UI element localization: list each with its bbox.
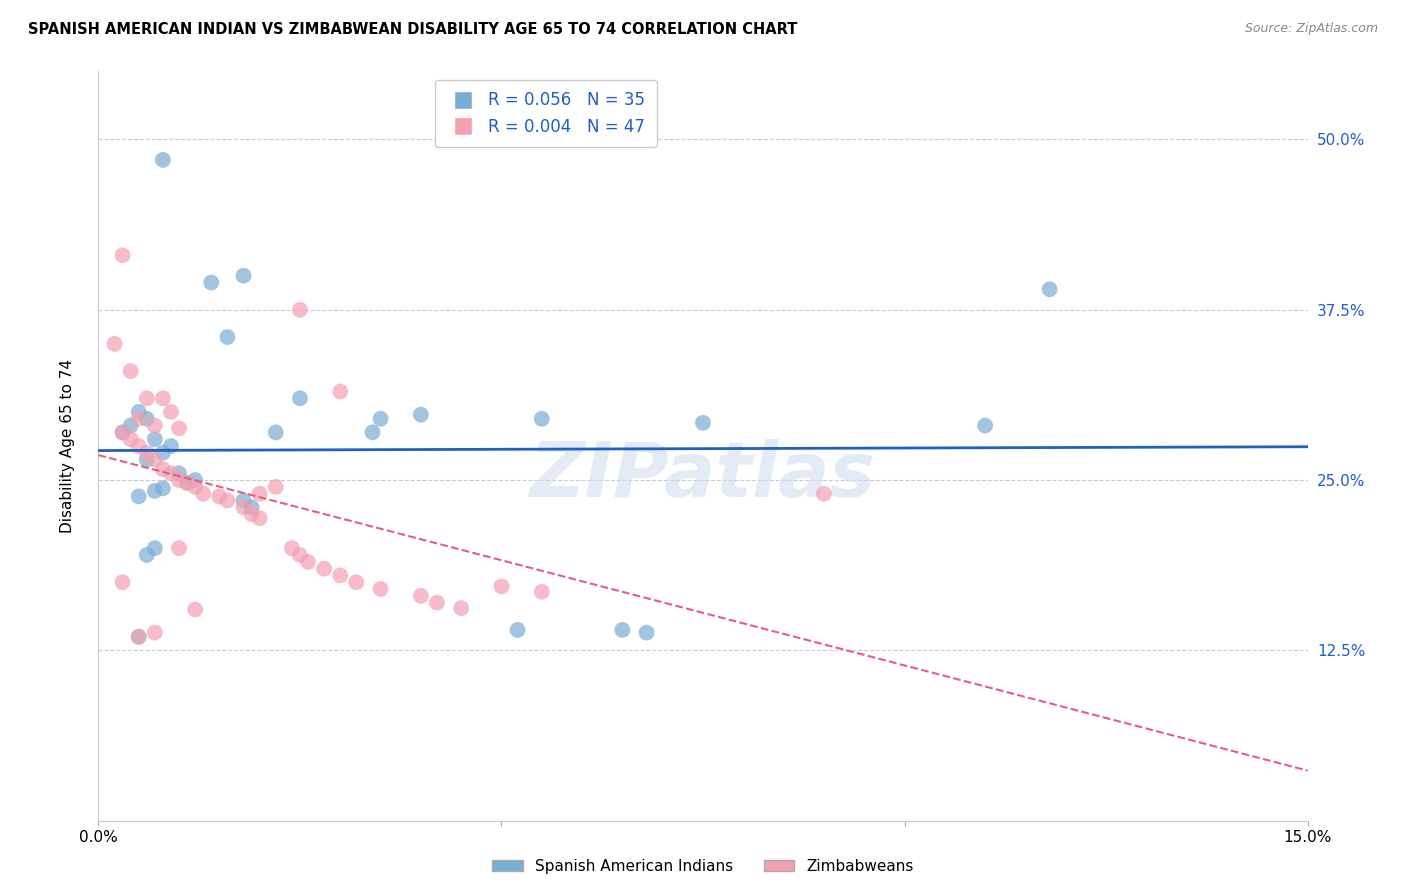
- Y-axis label: Disability Age 65 to 74: Disability Age 65 to 74: [60, 359, 75, 533]
- Point: [636, 625, 658, 640]
- Point: [120, 432, 142, 446]
- Point: [176, 475, 198, 490]
- Point: [361, 425, 384, 440]
- Point: [111, 425, 134, 440]
- Point: [143, 483, 166, 498]
- Point: [143, 625, 166, 640]
- Point: [167, 421, 190, 435]
- Point: [135, 392, 157, 406]
- Point: [813, 486, 835, 500]
- Point: [217, 493, 239, 508]
- Point: [506, 623, 529, 637]
- Point: [160, 467, 183, 481]
- Point: [1039, 282, 1062, 296]
- Point: [128, 411, 150, 425]
- Point: [128, 405, 150, 419]
- Point: [143, 452, 166, 467]
- Point: [152, 481, 174, 495]
- Point: [208, 490, 231, 504]
- Point: [111, 248, 134, 262]
- Point: [530, 584, 553, 599]
- Point: [200, 276, 222, 290]
- Point: [370, 582, 392, 596]
- Legend: Spanish American Indians, Zimbabweans: Spanish American Indians, Zimbabweans: [486, 853, 920, 880]
- Point: [152, 153, 174, 167]
- Point: [264, 480, 287, 494]
- Point: [288, 548, 311, 562]
- Point: [128, 630, 150, 644]
- Point: [152, 462, 174, 476]
- Point: [167, 467, 190, 481]
- Point: [314, 561, 336, 575]
- Point: [530, 411, 553, 425]
- Point: [217, 330, 239, 344]
- Point: [409, 589, 432, 603]
- Point: [111, 425, 134, 440]
- Point: [135, 548, 157, 562]
- Point: [232, 500, 254, 515]
- Point: [184, 473, 207, 487]
- Point: [167, 541, 190, 556]
- Point: [135, 446, 157, 460]
- Point: [232, 493, 254, 508]
- Point: [281, 541, 304, 556]
- Point: [184, 480, 207, 494]
- Point: [450, 601, 472, 615]
- Point: [692, 416, 714, 430]
- Point: [160, 439, 183, 453]
- Point: [249, 486, 271, 500]
- Point: [329, 568, 352, 582]
- Point: [143, 418, 166, 433]
- Point: [409, 408, 432, 422]
- Point: [176, 475, 198, 490]
- Point: [120, 364, 142, 378]
- Point: [612, 623, 634, 637]
- Point: [128, 490, 150, 504]
- Point: [184, 602, 207, 616]
- Point: [128, 439, 150, 453]
- Text: SPANISH AMERICAN INDIAN VS ZIMBABWEAN DISABILITY AGE 65 TO 74 CORRELATION CHART: SPANISH AMERICAN INDIAN VS ZIMBABWEAN DI…: [28, 22, 797, 37]
- Point: [240, 500, 263, 515]
- Point: [240, 507, 263, 521]
- Point: [974, 418, 997, 433]
- Point: [344, 575, 367, 590]
- Legend: R = 0.056   N = 35, R = 0.004   N = 47: R = 0.056 N = 35, R = 0.004 N = 47: [434, 79, 657, 147]
- Point: [160, 405, 183, 419]
- Point: [152, 392, 174, 406]
- Point: [135, 411, 157, 425]
- Point: [232, 268, 254, 283]
- Point: [135, 452, 157, 467]
- Point: [288, 392, 311, 406]
- Point: [143, 432, 166, 446]
- Point: [128, 630, 150, 644]
- Point: [111, 575, 134, 590]
- Point: [297, 555, 319, 569]
- Point: [143, 541, 166, 556]
- Point: [103, 336, 125, 351]
- Point: [426, 596, 449, 610]
- Text: Source: ZipAtlas.com: Source: ZipAtlas.com: [1244, 22, 1378, 36]
- Point: [152, 446, 174, 460]
- Point: [120, 418, 142, 433]
- Point: [193, 486, 215, 500]
- Text: ZIPatlas: ZIPatlas: [530, 439, 876, 513]
- Point: [329, 384, 352, 399]
- Point: [249, 511, 271, 525]
- Point: [491, 579, 513, 593]
- Point: [370, 411, 392, 425]
- Point: [264, 425, 287, 440]
- Point: [167, 473, 190, 487]
- Point: [288, 302, 311, 317]
